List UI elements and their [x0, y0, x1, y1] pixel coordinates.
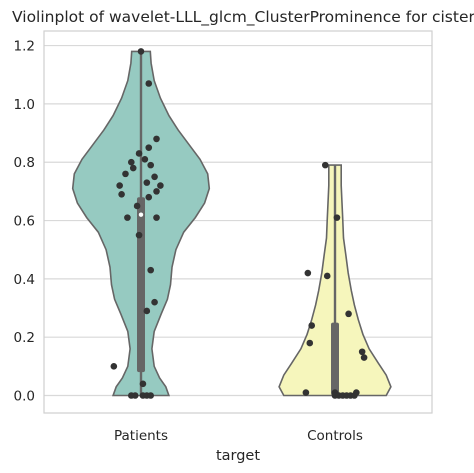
- data-point: [143, 307, 151, 315]
- y-tick-label: 0.2: [14, 330, 35, 346]
- data-point: [116, 182, 123, 189]
- x-tick-label: Patients: [114, 428, 168, 444]
- data-point: [133, 202, 141, 210]
- x-tick-labels: Patients Controls: [114, 428, 363, 444]
- violins: [71, 50, 392, 397]
- y-tick-label: 1.0: [14, 97, 35, 113]
- data-point: [153, 135, 160, 143]
- data-point: [308, 322, 316, 329]
- data-point: [151, 298, 158, 306]
- median-marker: [138, 212, 144, 217]
- data-point: [122, 170, 129, 178]
- y-tick-labels: 0.0 0.2 0.4 0.6 0.8 1.0 1.2: [14, 39, 35, 405]
- data-point: [124, 214, 131, 221]
- inner-boxes: [137, 51, 339, 396]
- data-point: [358, 348, 366, 356]
- y-tick-label: 0.6: [14, 214, 35, 230]
- y-tick-label: 0.4: [14, 272, 35, 288]
- data-point: [333, 214, 341, 221]
- y-tick-label: 0.8: [14, 155, 35, 171]
- x-axis-label: target: [216, 448, 260, 464]
- strip-points: [110, 48, 368, 399]
- data-point: [322, 161, 329, 169]
- data-point: [351, 392, 358, 399]
- data-point: [139, 380, 147, 388]
- data-point: [345, 310, 352, 318]
- y-tick-label: 0.0: [14, 389, 35, 405]
- data-point: [323, 272, 331, 280]
- chart-title: Violinplot of wavelet-LLL_glcm_ClusterPr…: [12, 8, 474, 27]
- data-point: [137, 48, 145, 55]
- data-point: [118, 190, 125, 198]
- data-point: [157, 182, 164, 189]
- data-point: [147, 266, 154, 274]
- data-point: [135, 231, 143, 239]
- data-point: [128, 158, 135, 166]
- plot-frame: [43, 30, 433, 414]
- data-point: [129, 164, 137, 172]
- data-point: [147, 392, 154, 399]
- data-point: [304, 269, 312, 277]
- data-point: [145, 193, 153, 201]
- data-point: [145, 80, 153, 87]
- data-point: [110, 363, 118, 370]
- data-point: [145, 144, 153, 151]
- data-point: [153, 214, 160, 221]
- data-point: [306, 339, 314, 347]
- data-point: [302, 389, 310, 396]
- data-point: [135, 150, 143, 157]
- data-point: [360, 354, 368, 361]
- data-point: [141, 156, 149, 163]
- x-tick-label: Controls: [307, 428, 363, 444]
- data-point: [153, 188, 160, 195]
- data-point: [147, 161, 154, 169]
- data-point: [143, 179, 151, 186]
- y-tick-label: 1.2: [14, 39, 35, 55]
- iqr-box: [137, 197, 145, 373]
- iqr-box: [331, 322, 339, 396]
- data-point: [151, 173, 158, 181]
- data-point: [131, 392, 139, 399]
